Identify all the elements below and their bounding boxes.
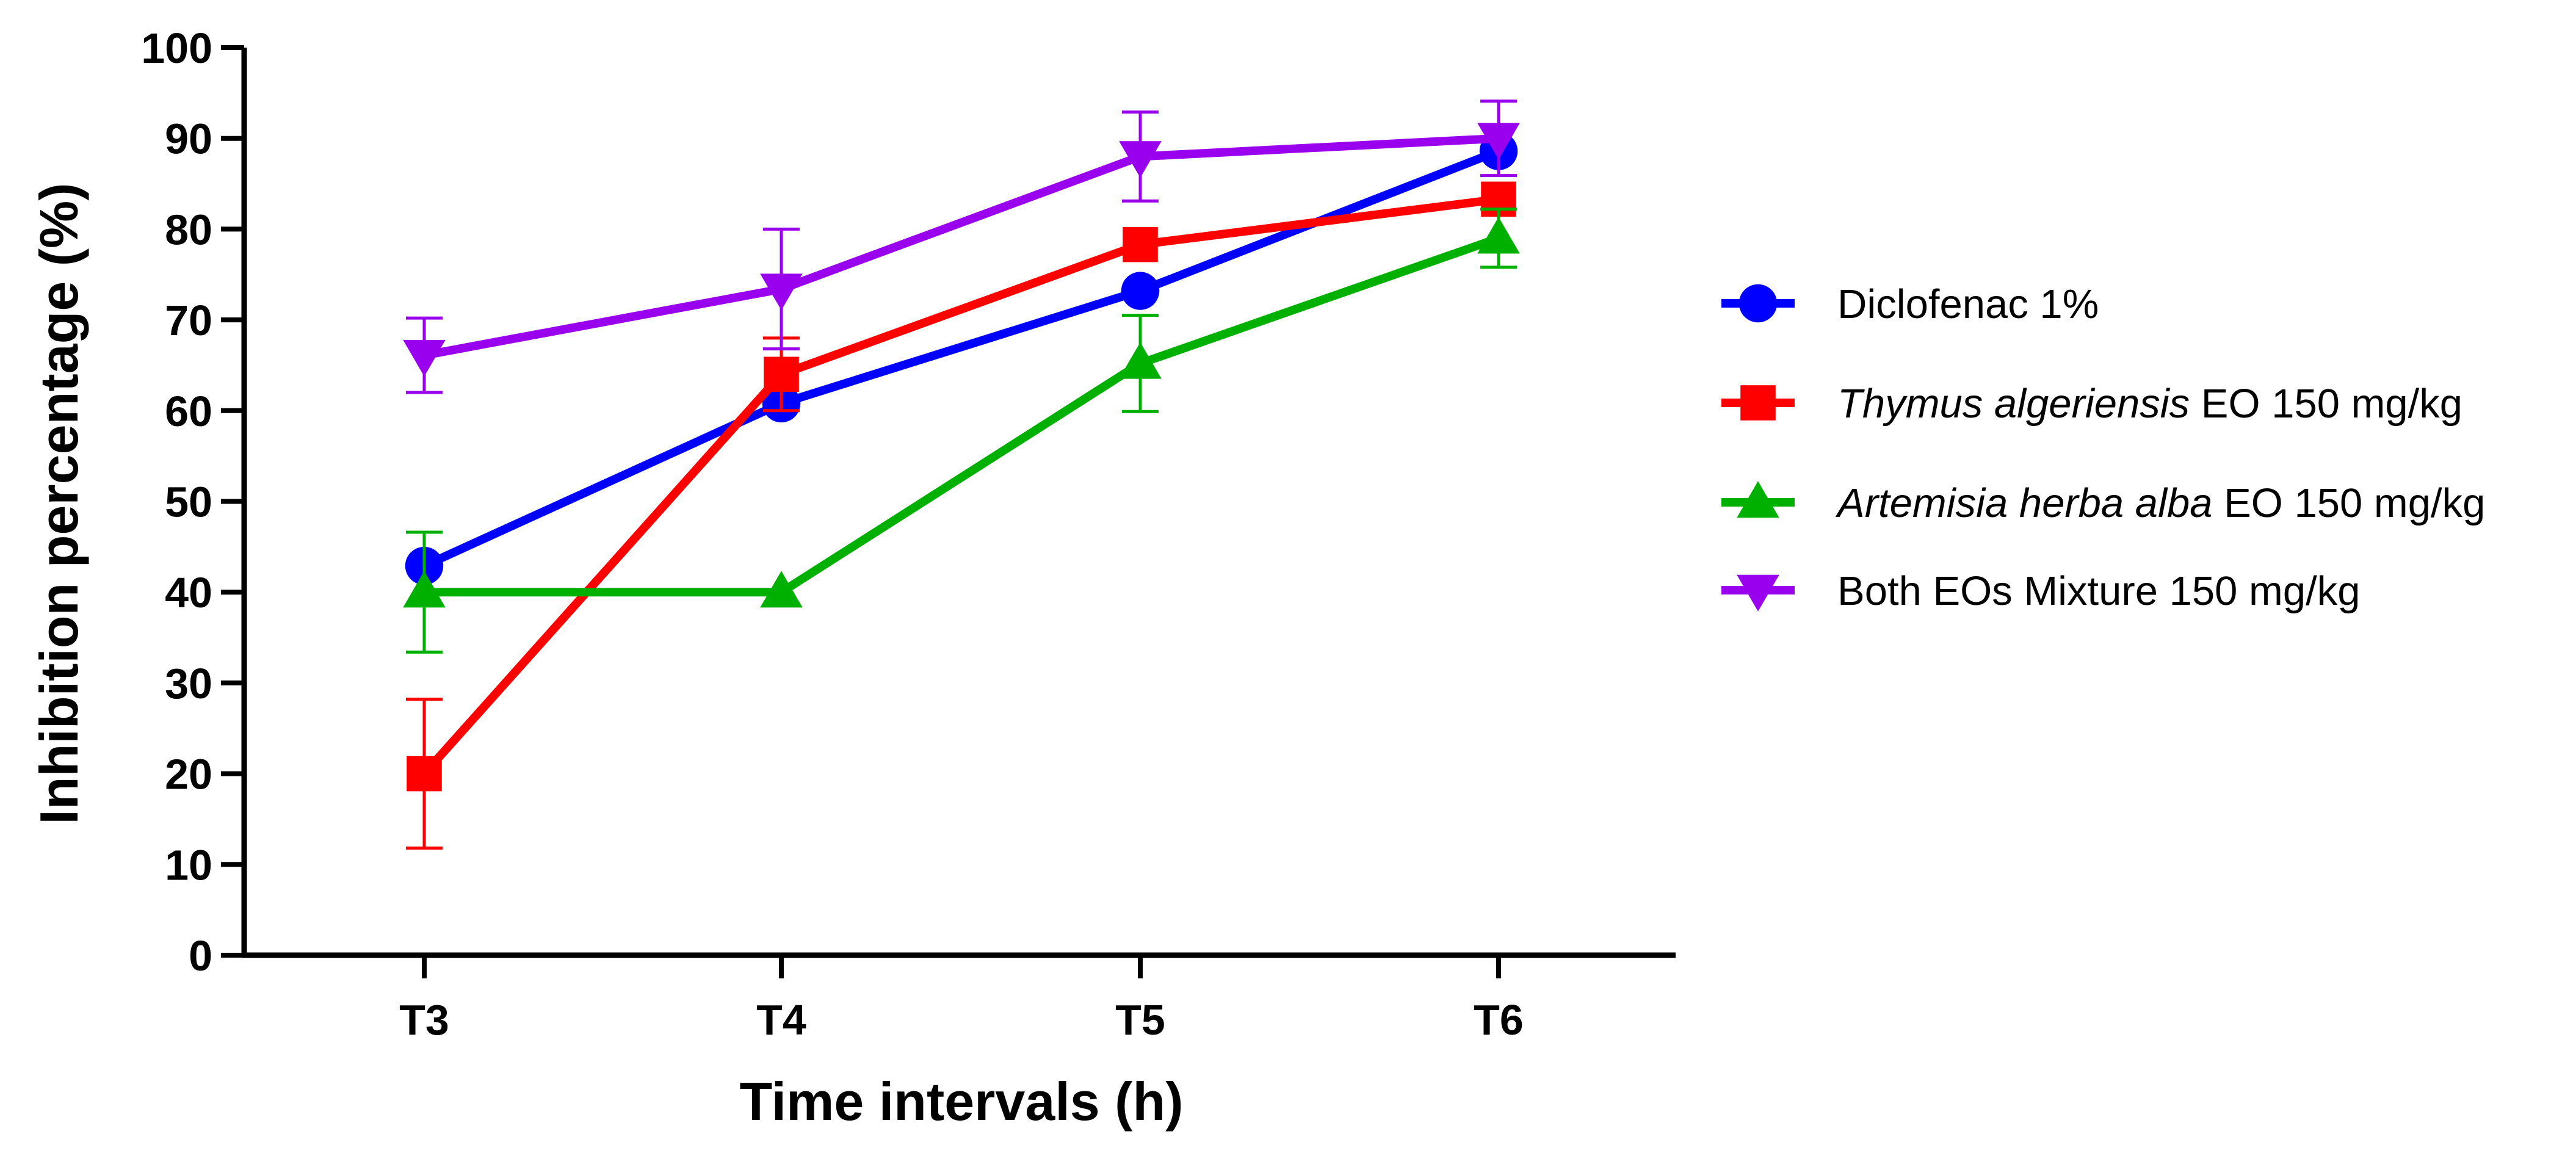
x-tick-label: T3: [399, 996, 449, 1044]
legend-item-1: Diclofenac 1%: [1721, 281, 2099, 327]
x-tick-label: T6: [1474, 996, 1524, 1044]
axes: 0 10 20 30 40 50 60 70 80 90 100 T3 T4 T5 T6: [141, 24, 1676, 1044]
legend-swatch-marker: [1740, 385, 1776, 421]
legend-label: Diclofenac 1%: [1837, 281, 2099, 327]
data-point: [403, 571, 446, 608]
data-point: [1119, 342, 1162, 379]
y-tick-label: 20: [165, 751, 212, 798]
legend-label: Artemisia herba alba EO 150 mg/kg: [1835, 480, 2485, 526]
x-tick-label: T5: [1115, 996, 1165, 1044]
series-3: [403, 208, 1520, 654]
data-point: [1477, 123, 1520, 160]
series-line: [420, 146, 1503, 571]
y-tick-label: 80: [165, 206, 212, 253]
legend-item-4: Both EOs Mixture 150 mg/kg: [1721, 568, 2360, 614]
series-2: [406, 181, 1516, 850]
x-axis-title: Time intervals (h): [739, 1071, 1183, 1132]
y-tick-label: 30: [165, 660, 212, 707]
legend-label: Thymus algeriensis EO 150 mg/kg: [1837, 381, 2462, 427]
series-line: [420, 195, 1503, 778]
series-line: [420, 134, 1503, 360]
legend-swatch-marker: [1737, 574, 1779, 612]
y-axis-title: Inhibition percentage (%): [29, 182, 89, 824]
data-point: [760, 571, 803, 608]
legend: Diclofenac 1% Thymus algeriensis EO 150 m…: [1721, 281, 2485, 614]
data-point: [1477, 217, 1520, 254]
data-point: [760, 273, 803, 311]
y-tick-label: 90: [165, 115, 212, 163]
y-tick-label: 50: [165, 479, 212, 526]
y-tick-label: 70: [165, 297, 212, 344]
legend-item-3: Artemisia herba alba EO 150 mg/kg: [1721, 480, 2485, 526]
y-tick-label: 60: [165, 388, 212, 435]
y-tick-label: 100: [141, 24, 212, 72]
data-point: [403, 339, 446, 377]
legend-label: Both EOs Mixture 150 mg/kg: [1837, 568, 2360, 614]
data-point: [407, 756, 442, 792]
series-1: [405, 132, 1518, 585]
y-tick-label: 40: [165, 569, 212, 616]
data-point: [764, 356, 799, 392]
series-4: [403, 99, 1520, 394]
series-line: [420, 234, 1503, 597]
y-tick-label: 10: [165, 841, 212, 889]
legend-swatch-marker: [1737, 481, 1779, 518]
plot-area: [403, 99, 1520, 850]
legend-swatch-marker: [1738, 284, 1778, 323]
legend-item-2: Thymus algeriensis EO 150 mg/kg: [1721, 381, 2462, 427]
x-tick-label: T4: [756, 996, 806, 1044]
y-tick-label: 0: [189, 932, 212, 980]
data-point: [1119, 141, 1162, 178]
data-point: [1121, 272, 1160, 310]
data-point: [1123, 226, 1158, 262]
